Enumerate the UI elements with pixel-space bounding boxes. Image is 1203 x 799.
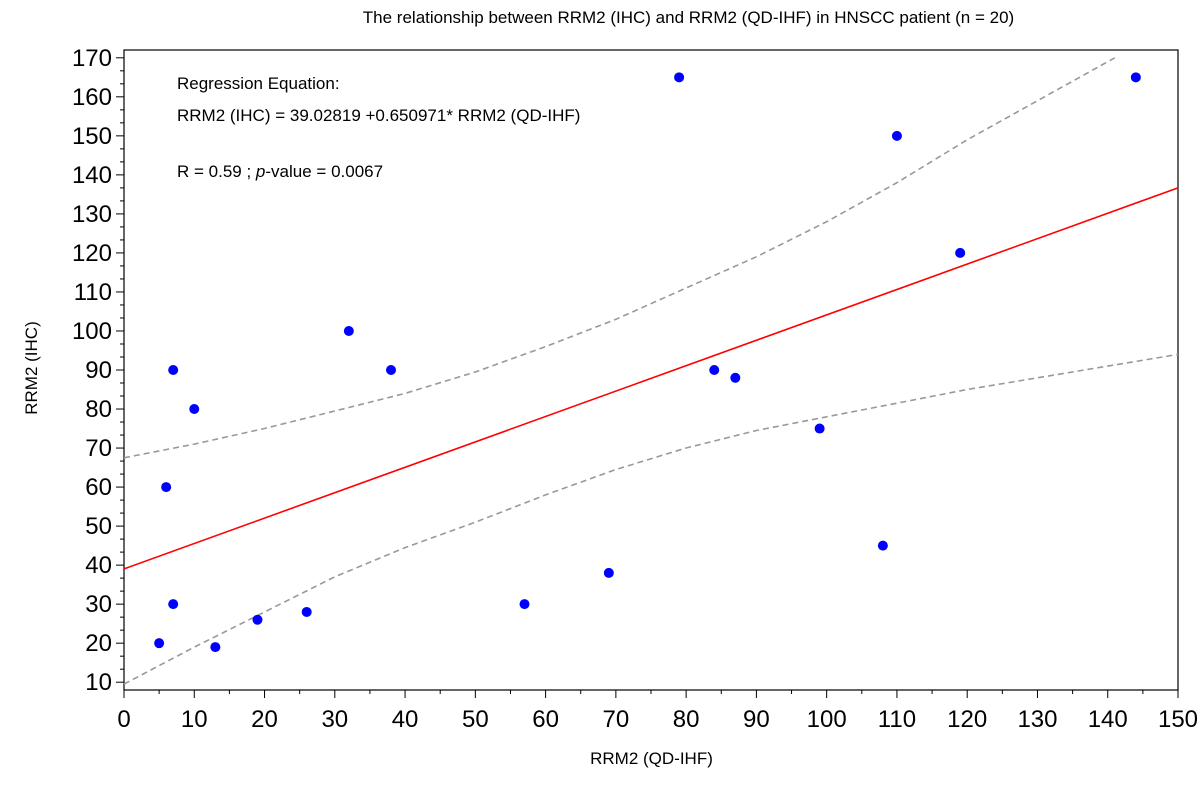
y-tick-label: 20 [85,630,112,657]
data-point [210,642,221,653]
y-tick-label: 100 [72,318,112,345]
y-axis-title: RRM2 (IHC) [22,321,41,415]
data-point [603,567,614,578]
x-tick-label: 70 [603,706,630,733]
data-point [709,365,720,375]
y-tick-label: 80 [85,396,112,423]
data-point [1130,72,1141,83]
annotation-line1: Regression Equation: [177,74,340,93]
y-tick-label: 170 [72,45,112,72]
x-tick-label: 50 [462,706,489,733]
data-point [519,599,530,610]
x-axis-title: RRM2 (QD-IHF) [590,749,713,768]
data-point [168,365,179,375]
x-tick-label: 10 [181,706,208,733]
y-axis-ticks: 10 20 30 40 50 60 70 80 90 100 110 120 130 140 150 160 1… [72,45,124,696]
plot-frame [123,49,1179,691]
y-tick-label: 120 [72,240,112,267]
data-point [877,540,888,551]
axes [123,49,1179,691]
x-tick-label: 120 [947,706,987,733]
confidence-bands [123,57,1179,685]
data-points [154,72,1141,653]
x-tick-label: 60 [532,706,559,733]
x-tick-label: 140 [1088,706,1128,733]
y-tick-label: 60 [85,474,112,501]
y-tick-label: 30 [85,591,112,618]
data-point [730,372,741,383]
data-point [154,638,165,649]
annotation-stats: R = 0.59 ; p-value = 0.0067 [177,162,383,181]
x-tick-label: 80 [673,706,700,733]
regression-annotation: Regression Equation: RRM2 (IHC) = 39.028… [177,74,580,181]
confidence-upper-line [123,57,1116,459]
stat-suffix: -value = 0.0067 [265,162,383,181]
y-tick-label: 150 [72,123,112,150]
data-point [161,482,172,493]
x-tick-label: 130 [1017,706,1057,733]
y-tick-label: 70 [85,435,112,462]
x-axis-ticks: 0 10 20 30 40 50 60 70 80 90 100 110 120 130 140 150 [117,690,1198,733]
y-tick-label: 10 [85,669,112,696]
y-tick-label: 140 [72,162,112,189]
chart-title: The relationship between RRM2 (IHC) and … [362,8,1015,27]
data-point [301,606,312,617]
data-point [343,325,354,336]
x-tick-label: 30 [321,706,348,733]
data-point [168,599,179,610]
data-point [674,72,685,83]
x-tick-label: 150 [1158,706,1198,733]
data-point [189,404,200,415]
x-tick-label: 110 [878,706,916,733]
y-tick-label: 160 [72,84,112,111]
x-tick-label: 0 [117,706,130,733]
y-tick-label: 110 [74,279,112,306]
y-tick-label: 40 [85,552,112,579]
y-tick-label: 130 [72,201,112,228]
stat-prefix: R = 0.59 ; [177,162,256,181]
data-point [955,247,966,258]
x-tick-label: 90 [743,706,770,733]
x-tick-label: 20 [251,706,278,733]
regression-line [123,187,1179,570]
regression-line-group [123,187,1179,570]
confidence-lower-line [123,353,1179,685]
data-point [252,614,263,625]
annotation-line2: RRM2 (IHC) = 39.02819 +0.650971* RRM2 (Q… [177,106,580,125]
x-tick-label: 40 [392,706,419,733]
data-point [386,365,397,375]
data-point [814,423,825,434]
x-tick-label: 100 [807,706,847,733]
data-point [891,130,902,141]
y-tick-label: 90 [85,357,112,384]
stat-italic: p [255,162,265,181]
y-tick-label: 50 [85,513,112,540]
